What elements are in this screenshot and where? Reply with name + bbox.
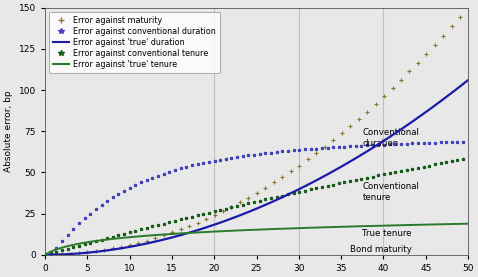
Error against conventional duration [151, 175, 157, 179]
Error against conventional duration [361, 144, 367, 147]
Error against maturity [465, 6, 471, 9]
Text: Bond maturity: Bond maturity [349, 245, 412, 254]
Error against conventional duration [117, 191, 123, 195]
Error against conventional tenure [117, 233, 123, 236]
Line: Error against conventional duration: Error against conventional duration [43, 140, 469, 256]
Error against 'true' tenure [151, 234, 157, 237]
Error against 'true' duration [42, 253, 48, 257]
Error against 'true' tenure [234, 229, 239, 232]
Error against 'true' tenure [117, 237, 123, 240]
Error against 'true' duration [234, 215, 239, 218]
Error against maturity [325, 143, 330, 146]
Error against conventional tenure [234, 204, 239, 208]
Error against conventional duration [234, 155, 239, 159]
Text: Conventional
duration: Conventional duration [362, 128, 419, 148]
Error against 'true' tenure [292, 227, 297, 230]
Error against maturity [234, 202, 239, 206]
Error against conventional duration [42, 253, 48, 257]
Error against conventional duration [465, 140, 471, 143]
Error against 'true' tenure [42, 253, 48, 257]
Line: Error against 'true' tenure: Error against 'true' tenure [45, 224, 468, 255]
Error against 'true' tenure [325, 225, 330, 229]
Error against 'true' tenure [361, 224, 367, 228]
Y-axis label: Absolute error, bp: Absolute error, bp [4, 90, 13, 172]
Error against 'true' duration [117, 247, 123, 250]
Error against conventional tenure [361, 177, 367, 180]
Text: True tenure: True tenure [362, 229, 412, 238]
Error against conventional tenure [325, 184, 330, 188]
Error against 'true' duration [325, 173, 330, 176]
Error against conventional tenure [292, 191, 297, 195]
Error against conventional duration [325, 146, 330, 149]
Error against conventional tenure [465, 157, 471, 160]
Line: Error against 'true' duration: Error against 'true' duration [45, 80, 468, 255]
Error against conventional tenure [42, 253, 48, 257]
Error against maturity [151, 237, 157, 240]
Error against 'true' duration [465, 78, 471, 82]
Error against conventional duration [292, 149, 297, 152]
Error against maturity [292, 167, 297, 171]
Text: Conventional
tenure: Conventional tenure [362, 183, 419, 202]
Error against 'true' duration [361, 152, 367, 155]
Error against maturity [42, 253, 48, 257]
Legend: Error against maturity, Error against conventional duration, Error against 'true: Error against maturity, Error against co… [49, 12, 220, 73]
Line: Error against conventional tenure: Error against conventional tenure [43, 157, 469, 256]
Error against 'true' tenure [465, 222, 471, 225]
Line: Error against maturity: Error against maturity [43, 6, 470, 257]
Error against conventional tenure [151, 224, 157, 228]
Error against 'true' duration [292, 190, 297, 193]
Error against 'true' duration [151, 240, 157, 243]
Error against maturity [117, 245, 123, 249]
Error against maturity [361, 113, 367, 116]
